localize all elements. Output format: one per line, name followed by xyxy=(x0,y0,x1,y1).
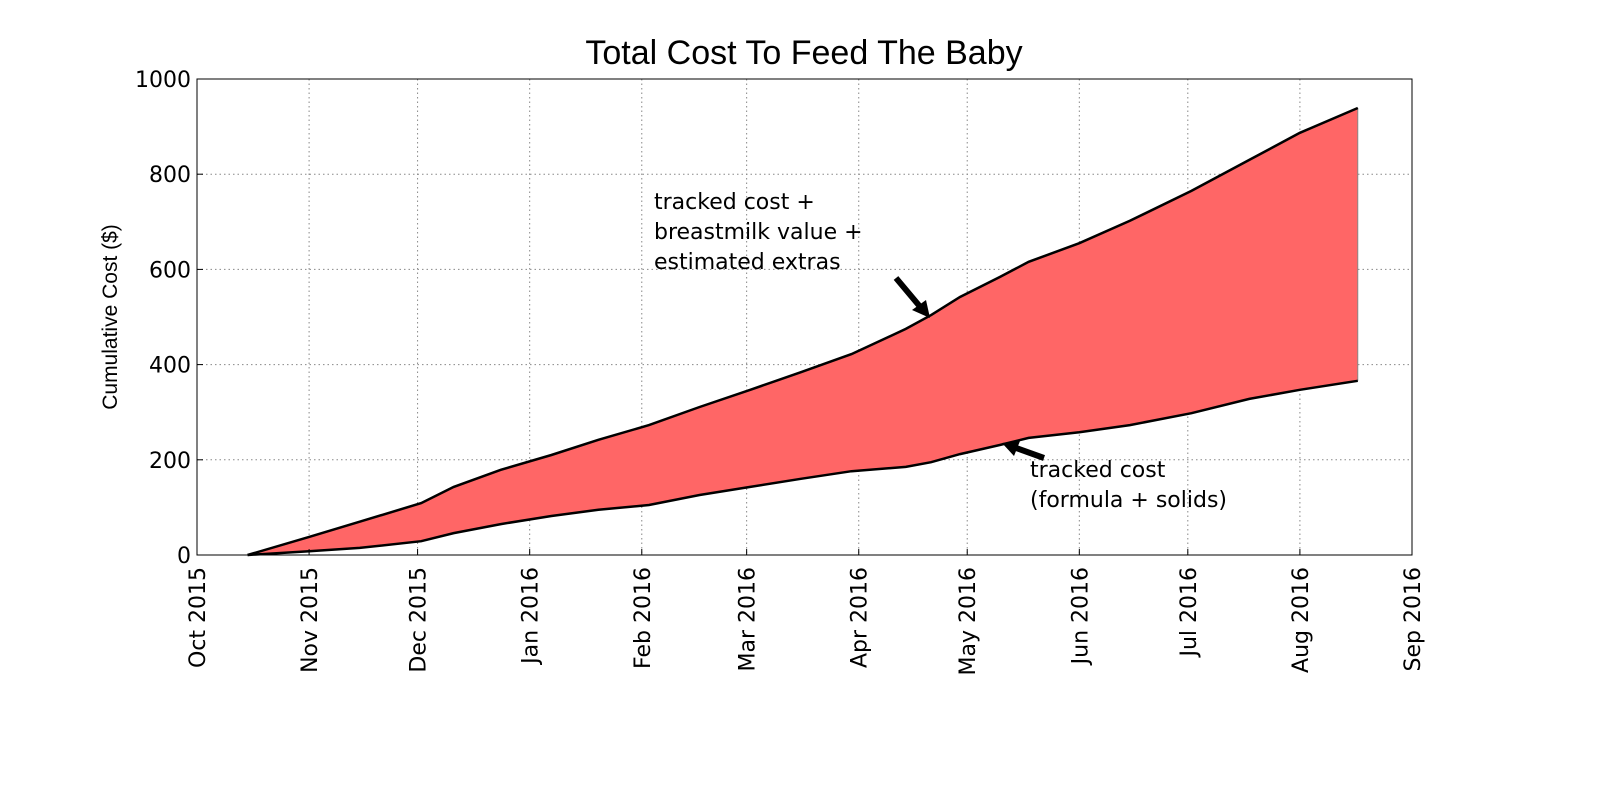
annotation-upper-line: tracked cost + xyxy=(654,190,815,215)
y-tick-label: 600 xyxy=(149,258,191,283)
x-tick-label: May 2016 xyxy=(956,567,981,675)
x-tick-label: Feb 2016 xyxy=(631,567,656,669)
y-tick-label: 0 xyxy=(177,544,191,569)
x-tick-label: Sep 2016 xyxy=(1401,567,1426,671)
annotation-upper-arrow xyxy=(893,276,925,311)
y-tick-label: 400 xyxy=(149,354,191,379)
x-tick-label: Mar 2016 xyxy=(736,567,761,672)
x-tick-label: Dec 2015 xyxy=(407,567,432,673)
annotation-upper-line: breastmilk value + xyxy=(654,220,863,245)
y-tick-label: 1000 xyxy=(135,68,191,93)
annotation-upper-arrowhead xyxy=(912,300,930,318)
svg-text:tracked cost(formula + solids): tracked cost (formula + solids) xyxy=(1030,458,1227,513)
chart-title: Total Cost To Feed The Baby xyxy=(585,34,1022,72)
ticks: Oct 2015 Nov 2015 Dec 2015 Jan 2016 Feb 2016… xyxy=(135,68,1426,675)
x-tick-label: Apr 2016 xyxy=(848,567,873,668)
lower-line xyxy=(247,379,1358,557)
annotation-lower: tracked cost (formula + solids) xyxy=(1002,441,1227,513)
x-tick-label: Aug 2016 xyxy=(1289,567,1314,673)
area-layer xyxy=(247,106,1359,557)
x-tick-label: Jun 2016 xyxy=(1068,567,1093,666)
x-tick-label: Jan 2016 xyxy=(519,567,544,666)
annotation-upper: tracked cost + breastmilk value + estimate… xyxy=(654,190,930,318)
x-tick-label: Nov 2015 xyxy=(298,567,323,673)
annotation-upper-line: estimated extras xyxy=(654,250,841,275)
svg-text:tracked cost +breastmilk value: tracked cost + breastmilk value + estimate… xyxy=(654,190,863,275)
annotation-lower-arrow xyxy=(1014,445,1046,461)
upper-line xyxy=(247,106,1359,557)
plot-frame xyxy=(196,78,1413,556)
x-tick-label: Oct 2015 xyxy=(186,567,211,668)
annotation-lower-line: tracked cost xyxy=(1030,458,1166,483)
y-axis-label: Cumulative Cost ($) xyxy=(99,224,122,410)
x-tick-label: Jul 2016 xyxy=(1177,567,1202,659)
annotation-lower-line: (formula + solids) xyxy=(1030,488,1227,513)
filled-area xyxy=(247,108,1358,555)
y-tick-label: 200 xyxy=(149,449,191,474)
annotation-lower-arrowhead xyxy=(1002,441,1020,456)
y-tick-label: 800 xyxy=(149,163,191,188)
